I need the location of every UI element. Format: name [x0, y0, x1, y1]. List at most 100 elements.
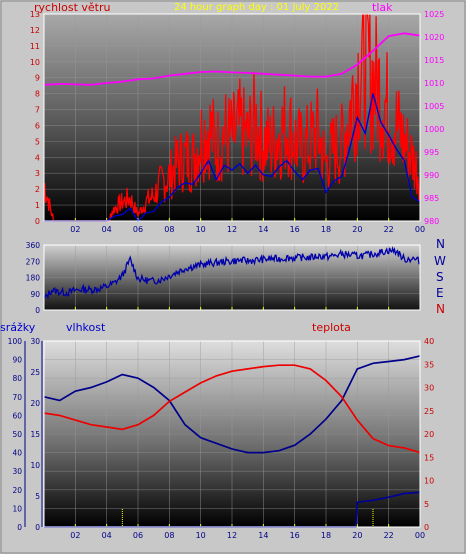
wind-y-tick-label: 1: [35, 201, 40, 210]
wind-y-tick-label: 2: [35, 185, 40, 194]
wind-y-tick-label: 9: [35, 74, 40, 83]
compass-label-w: W: [434, 254, 446, 268]
humidity-x-tick-label: 00: [415, 531, 425, 540]
pressure-y-tick-label: 1000: [424, 125, 444, 134]
humidity-y-tick-label: 30: [30, 337, 40, 346]
wind-axes: 02 04 06 08 10 12 14 16 18 20 22 000123456789101112…: [30, 10, 445, 234]
wind-axis-label: rychlost větru: [34, 1, 110, 14]
humidity-x-tick-label: 18: [321, 531, 331, 540]
wind-x-tick-label: 16: [290, 225, 300, 234]
pressure-line: [43, 32, 421, 86]
pressure-y-tick-label: 1010: [424, 79, 444, 88]
humidity-x-tick-label: 12: [227, 531, 237, 540]
wind-x-tick-label: 12: [227, 225, 237, 234]
pressure-axis-label: tlak: [372, 1, 393, 14]
pressure-y-tick-label: 1020: [424, 33, 444, 42]
humidity-line: [43, 355, 421, 454]
compass-label-n-top: N: [436, 237, 445, 251]
humidity-y-tick-label: 25: [30, 368, 40, 377]
wind-plot-border: [43, 13, 421, 222]
pressure-y-tick-label: 990: [424, 171, 439, 180]
humidity-plot-border: [43, 340, 421, 528]
direction-series: [44, 245, 420, 300]
wind-y-tick-label: 8: [35, 90, 40, 99]
humidity-x-tick-label: 16: [290, 531, 300, 540]
direction-y-tick-label: 0: [35, 306, 40, 315]
temperature-y-tick-label: 35: [424, 360, 434, 369]
wind-y-tick-label: 0: [35, 217, 40, 226]
wind-x-tick-label: 18: [321, 225, 331, 234]
humidity-y-tick-label: 5: [35, 492, 40, 501]
wind-x-tick-label: 10: [196, 225, 206, 234]
rain-y-tick-label: 40: [12, 449, 22, 458]
humidity-y-tick-label: 15: [30, 430, 40, 439]
humidity-x-tick-label: 20: [352, 531, 362, 540]
pressure-y-tick-label: 1005: [424, 102, 444, 111]
wind-y-tick-label: 5: [35, 137, 40, 146]
humidity-axes: 02 04 06 08 10 12 14 16 18 20 22 000102030405060708…: [8, 337, 435, 540]
temperature-y-tick-label: 10: [424, 477, 434, 486]
direction-plot-border: [43, 244, 421, 311]
wind-y-tick-label: 13: [30, 10, 40, 19]
compass-label-n-bottom: N: [436, 302, 445, 316]
temperature-y-tick-label: 40: [424, 337, 434, 346]
temperature-y-tick-label: 25: [424, 407, 434, 416]
rain-y-tick-label: 0: [17, 523, 22, 532]
chart-title: 24 hour graph day : 01 July 2022: [174, 2, 339, 13]
wind-x-tick-label: 20: [352, 225, 362, 234]
humidity-x-tick-label: 10: [196, 531, 206, 540]
rain-y-tick-label: 20: [12, 486, 22, 495]
rain-y-tick-label: 90: [12, 356, 22, 365]
temperature-y-tick-label: 20: [424, 430, 434, 439]
rain-axis-label: srážky: [0, 321, 36, 334]
direction-y-tick-label: 270: [26, 257, 41, 266]
wind-y-tick-label: 11: [30, 42, 40, 51]
temperature-line: [43, 364, 421, 454]
pressure-y-tick-label: 985: [424, 194, 439, 203]
humidity-x-tick-label: 04: [102, 531, 112, 540]
humidity-x-tick-label: 02: [70, 531, 80, 540]
rain-y-tick-label: 60: [12, 411, 22, 420]
wind-x-tick-label: 06: [133, 225, 143, 234]
humidity-x-tick-label: 22: [384, 531, 394, 540]
pressure-y-tick-label: 980: [424, 217, 439, 226]
direction-y-tick-label: 180: [26, 274, 41, 283]
temperature-y-tick-label: 5: [424, 500, 429, 509]
humidity-y-tick-label: 10: [30, 461, 40, 470]
pressure-y-tick-label: 1015: [424, 56, 444, 65]
humidity-y-tick-label: 20: [30, 399, 40, 408]
rain-y-tick-label: 50: [12, 430, 22, 439]
wind-y-tick-label: 7: [35, 106, 40, 115]
humidity-x-tick-label: 14: [258, 531, 268, 540]
compass-label-s: S: [436, 270, 444, 284]
wind-y-tick-label: 3: [35, 169, 40, 178]
wind-x-tick-label: 14: [258, 225, 268, 234]
compass-label-e: E: [436, 286, 444, 300]
humidity-y-tick-label: 0: [35, 523, 40, 532]
rain-y-tick-label: 80: [12, 374, 22, 383]
rain-y-tick-label: 70: [12, 393, 22, 402]
direction-y-tick-label: 90: [30, 290, 40, 299]
rain-y-tick-label: 10: [12, 504, 22, 513]
humidity-x-tick-label: 08: [164, 531, 174, 540]
wind-y-tick-label: 4: [35, 153, 40, 162]
temperature-y-tick-label: 30: [424, 384, 434, 393]
pressure-y-tick-label: 1025: [424, 10, 444, 19]
pressure-y-tick-label: 995: [424, 148, 439, 157]
temperature-axis-label: teplota: [312, 321, 351, 334]
direction-axes: 0 90 180 270 360: [26, 241, 41, 315]
temperature-y-tick-label: 0: [424, 523, 429, 532]
wind-y-tick-label: 12: [30, 26, 40, 35]
wind-x-tick-label: 00: [415, 225, 425, 234]
humidity-x-tick-label: 06: [133, 531, 143, 540]
wind-x-tick-label: 04: [102, 225, 112, 234]
wind-x-tick-label: 02: [70, 225, 80, 234]
wind-x-tick-label: 22: [384, 225, 394, 234]
rain-y-tick-label: 100: [8, 337, 23, 346]
wind-x-tick-label: 08: [164, 225, 174, 234]
wind-y-tick-label: 10: [30, 58, 40, 67]
wind-y-tick-label: 6: [35, 121, 40, 130]
